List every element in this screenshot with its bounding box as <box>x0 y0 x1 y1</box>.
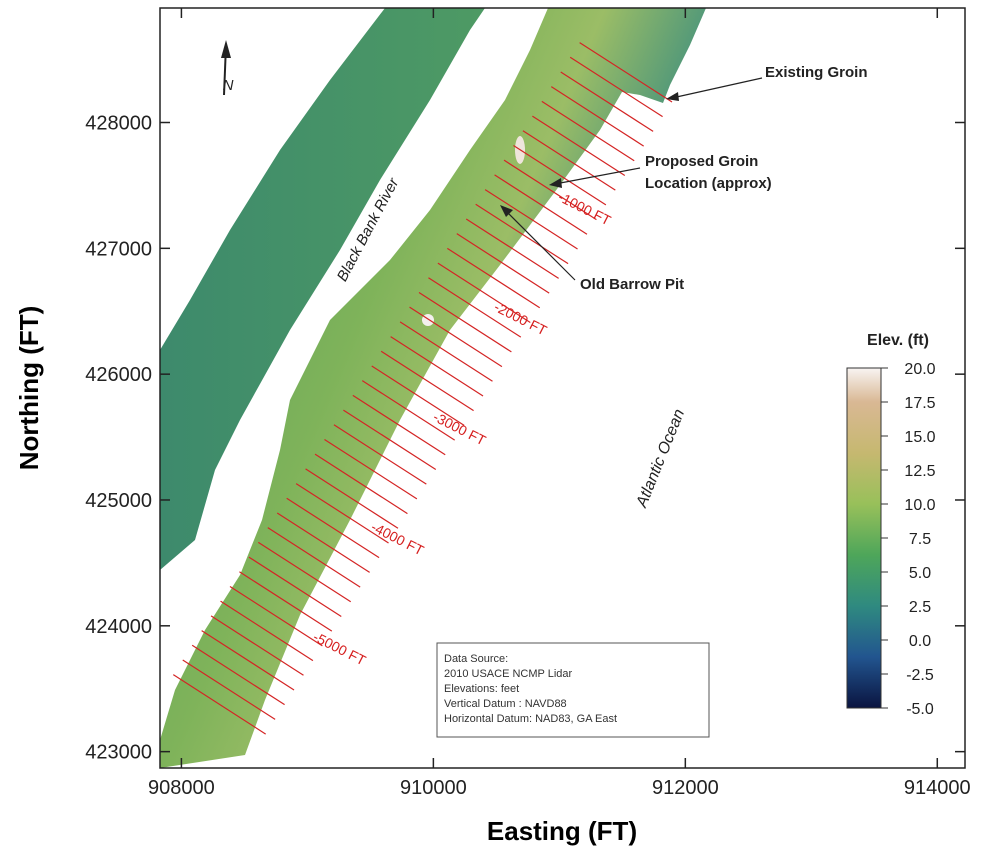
ocean-label: Atlantic Ocean <box>633 407 688 511</box>
y-tick-label: 428000 <box>85 113 152 135</box>
colorbar-tick-label: 20.0 <box>904 361 935 378</box>
source-line: 2010 USACE NCMP Lidar <box>444 668 573 680</box>
annotation: Proposed Groin <box>645 153 758 170</box>
page: {"chart_data": { "type": "map", "x_label… <box>0 0 985 850</box>
colorbar-ticks: 20.0 17.5 15.0 12.5 10.0 7.5 5.0 2.5 0.0 -2.5 -5.0 <box>881 361 936 718</box>
colorbar-tick-label: 15.0 <box>904 429 935 446</box>
colorbar-tick-label: -5.0 <box>906 701 934 718</box>
annotation: Existing Groin <box>765 64 868 81</box>
annotation: Location (approx) <box>645 175 772 192</box>
source-line: Vertical Datum : NAVD88 <box>444 698 567 710</box>
x-axis-label: Easting (FT) <box>487 816 637 846</box>
north-arrow-head <box>221 40 231 58</box>
colorbar <box>847 368 881 708</box>
distance-label: -5000 FT <box>311 628 369 668</box>
annotation: Old Barrow Pit <box>580 276 684 293</box>
source-line: Elevations: feet <box>444 683 519 695</box>
colorbar-tick-label: 10.0 <box>904 497 935 514</box>
y-tick-label: 425000 <box>85 490 152 512</box>
colorbar-tick-label: 17.5 <box>904 395 935 412</box>
y-tick-label: 423000 <box>85 742 152 764</box>
colorbar-tick-label: 0.0 <box>909 633 931 650</box>
north-label: N <box>223 77 234 94</box>
colorbar-tick-label: 5.0 <box>909 565 931 582</box>
colorbar-title: Elev. (ft) <box>867 332 929 349</box>
y-tick-label: 426000 <box>85 364 152 386</box>
distance-label: -4000 FT <box>369 518 427 558</box>
y-tick-label: 427000 <box>85 238 152 260</box>
colorbar-tick-label: 2.5 <box>909 599 931 616</box>
colorbar-tick-label: -2.5 <box>906 667 934 684</box>
arrow <box>672 78 762 98</box>
x-tick-label: 908000 <box>148 777 215 799</box>
colorbar-tick-label: 12.5 <box>904 463 935 480</box>
source-line: Horizontal Datum: NAD83, GA East <box>444 713 617 725</box>
distance-label: -3000 FT <box>431 408 489 448</box>
x-tick-label: 910000 <box>400 777 467 799</box>
source-line: Data Source: <box>444 653 508 665</box>
distance-label: -2000 FT <box>492 298 550 338</box>
map-chart: 908000 910000 912000 914000 423000 424000 4250… <box>0 0 985 850</box>
x-tick-label: 914000 <box>904 777 971 799</box>
y-tick-label: 424000 <box>85 616 152 638</box>
x-tick-label: 912000 <box>652 777 719 799</box>
y-axis-label: Northing (FT) <box>14 306 44 471</box>
colorbar-tick-label: 7.5 <box>909 531 931 548</box>
distance-label: -1000 FT <box>556 188 614 228</box>
